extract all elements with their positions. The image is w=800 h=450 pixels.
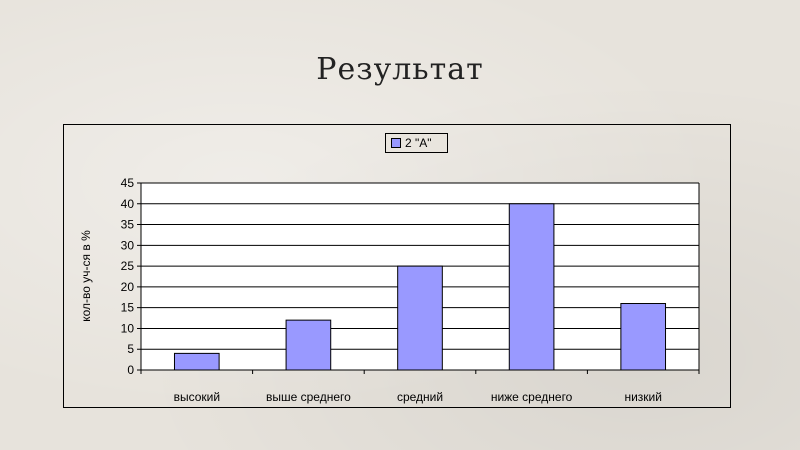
y-tick-label: 40 bbox=[121, 197, 135, 211]
y-tick-label: 35 bbox=[121, 218, 135, 232]
bar-1 bbox=[285, 319, 332, 371]
y-tick-label: 25 bbox=[121, 259, 135, 273]
y-tick-label: 5 bbox=[127, 342, 134, 356]
bar-2 bbox=[397, 265, 443, 371]
x-tick-label: выше среднего bbox=[266, 390, 351, 404]
x-tick-label: низкий bbox=[624, 390, 662, 404]
y-tick-label: 15 bbox=[121, 301, 135, 315]
bar-4 bbox=[620, 303, 667, 371]
bar-0 bbox=[173, 352, 220, 371]
y-tick-label: 20 bbox=[121, 280, 135, 294]
y-axis-label: кол-во уч-ся в % bbox=[79, 230, 93, 322]
slide-title: Результат bbox=[316, 52, 484, 87]
x-tick-label: высокий bbox=[174, 390, 220, 404]
y-tick-label: 0 bbox=[127, 363, 134, 377]
y-tick-label: 45 bbox=[121, 176, 135, 190]
y-tick-label: 30 bbox=[121, 238, 135, 252]
chart-legend: 2 "А" bbox=[385, 133, 448, 153]
legend-swatch bbox=[391, 138, 401, 148]
y-tick-label: 10 bbox=[121, 321, 135, 335]
chart-frame bbox=[63, 124, 731, 408]
x-tick-label: ниже среднего bbox=[491, 390, 573, 404]
x-tick-label: средний bbox=[397, 390, 443, 404]
legend-label: 2 "А" bbox=[405, 136, 432, 150]
bar-3 bbox=[508, 203, 555, 371]
